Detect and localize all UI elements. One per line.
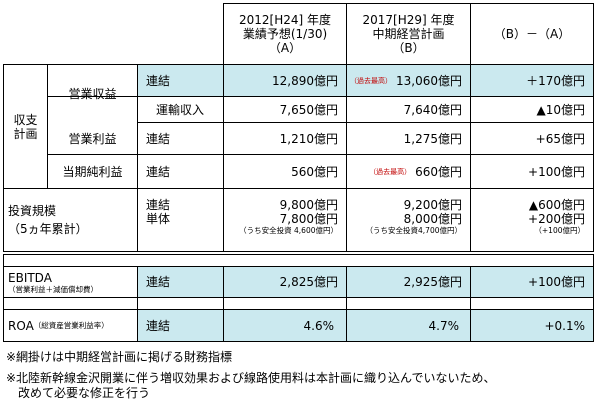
investment-b2: 8,000億円: [403, 212, 462, 226]
header-col-b-line3: （B）: [392, 41, 425, 55]
operating-revenue-a: 12,890億円: [272, 73, 338, 88]
net-income-a: 560億円: [291, 164, 338, 179]
net-income-b-cell: （過去最高） 660億円: [347, 155, 462, 188]
header-col-a-line1: 2012[H24] 年度: [238, 13, 331, 27]
operating-income-diff: +65億円: [535, 131, 585, 146]
footnote-2-line1: ※北陸新幹線金沢開業に伴う増収効果および線路使用料は本計画に織り込んでいないため…: [6, 371, 496, 385]
highlight-roa: [137, 309, 594, 341]
roa-type: 連結: [146, 318, 171, 333]
net-income-label: 当期純利益: [62, 164, 123, 179]
header-col-a-line3: （A）: [268, 41, 302, 55]
operating-revenue-b: 13,060億円: [396, 73, 462, 88]
footnote-1: ※網掛けは中期経営計画に掲げる財務指標: [6, 350, 233, 364]
investment-diff: ▲600億円 +200億円 （+100億円）: [471, 189, 585, 251]
investment-diff1: ▲600億円: [528, 198, 585, 212]
investment-a2: 7,800億円: [279, 212, 338, 226]
investment-type-standalone: 単体: [146, 212, 171, 226]
roa-diff: +0.1%: [544, 318, 585, 333]
ebitda-label: EBITDA （営業利益＋減価償却費）: [8, 267, 137, 297]
investment-diff-note: （+100億円）: [534, 226, 585, 235]
transport-revenue-label: 運輸収入: [156, 102, 205, 117]
footnote-2-line2: 改めて必要な修正を行う: [18, 386, 151, 400]
transport-revenue-b: 7,640億円: [403, 102, 462, 117]
ebitda-a: 2,825億円: [279, 275, 338, 289]
roa-label: ROA （総資産営業利益率）: [8, 310, 137, 341]
investment-b: 9,200億円 8,000億円 （うち安全投資4,700億円）: [347, 189, 462, 251]
highlight-ebitda: [137, 266, 594, 297]
ebitda-title: EBITDA: [8, 270, 52, 285]
income-plan-line2: 計画: [13, 126, 38, 141]
header-col-a: 2012[H24] 年度 業績予想(1/30) （A）: [224, 4, 346, 64]
investment-a: 9,800億円 7,800億円 （うち安全投資 4,600億円）: [224, 189, 338, 251]
operating-revenue-label: 営業収益: [68, 86, 117, 101]
investment-types: 連結 単体: [146, 189, 223, 251]
ebitda-diff: +100億円: [528, 275, 585, 289]
operating-revenue-b-cell: （過去最高） 13,060億円: [347, 65, 462, 96]
header-col-diff: （B）－（A）: [493, 27, 571, 41]
investment-b1: 9,200億円: [403, 198, 462, 212]
operating-income-a: 1,210億円: [279, 131, 338, 146]
ebitda-type: 連結: [146, 275, 171, 289]
income-plan-line1: 収支: [13, 112, 38, 127]
income-plan-label: 収支 計画: [4, 65, 47, 188]
transport-revenue-diff: ▲10億円: [536, 102, 586, 117]
ebitda-sub: （営業利益＋減価償却費）: [8, 284, 98, 294]
investment-diff2: +200億円: [528, 212, 585, 226]
header-col-b-line1: 2017[H29] 年度: [362, 13, 455, 27]
operating-revenue-type: 連結: [146, 73, 171, 88]
operating-income-type: 連結: [146, 131, 171, 146]
header-col-b-line2: 中期経営計画: [372, 27, 445, 41]
record-high-note: （過去最高）: [350, 76, 392, 85]
transport-revenue-a: 7,650億円: [279, 102, 338, 117]
roa-title: ROA: [8, 318, 34, 333]
investment-line1: 投資規模: [8, 204, 57, 218]
header-col-a-line2: 業績予想(1/30): [242, 27, 328, 41]
operating-income-b: 1,275億円: [403, 131, 462, 146]
net-income-diff: +100億円: [528, 164, 585, 179]
highlight-operating-revenue: [137, 64, 594, 96]
net-income-b: 660億円: [415, 164, 462, 179]
operating-revenue-diff: ＋170億円: [526, 73, 585, 88]
investment-label: 投資規模 （5ヵ年累計）: [8, 189, 137, 251]
operating-income-label: 営業利益: [68, 131, 117, 146]
ebitda-b: 2,925億円: [403, 275, 462, 289]
roa-b: 4.7%: [428, 318, 460, 333]
investment-b-note: （うち安全投資4,700億円）: [365, 226, 462, 235]
investment-line2: （5ヵ年累計）: [8, 222, 88, 236]
roa-a: 4.6%: [303, 318, 335, 333]
roa-sub: （総資産営業利益率）: [33, 321, 109, 330]
record-high-note: （過去最高）: [369, 167, 412, 176]
investment-a1: 9,800億円: [279, 198, 338, 212]
investment-a-note: （うち安全投資 4,600億円）: [239, 226, 338, 235]
investment-type-consolidated: 連結: [146, 198, 171, 212]
header-col-b: 2017[H29] 年度 中期経営計画 （B）: [347, 4, 470, 64]
net-income-type: 連結: [146, 164, 171, 179]
